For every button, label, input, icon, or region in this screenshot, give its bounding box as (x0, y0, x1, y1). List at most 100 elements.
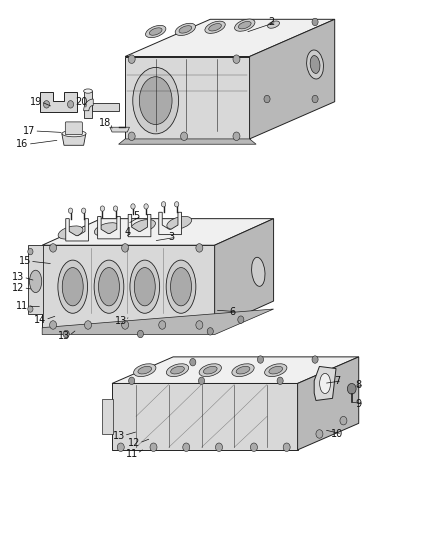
Text: 7: 7 (334, 376, 340, 386)
Polygon shape (128, 214, 151, 237)
Polygon shape (92, 103, 119, 111)
Text: 11: 11 (126, 449, 138, 458)
Polygon shape (119, 139, 256, 144)
Circle shape (138, 330, 144, 338)
Text: 13: 13 (58, 330, 70, 341)
Ellipse shape (209, 23, 222, 31)
Circle shape (283, 443, 290, 451)
Polygon shape (84, 91, 92, 118)
Ellipse shape (149, 28, 162, 35)
Circle shape (190, 359, 196, 366)
Circle shape (347, 383, 356, 394)
Text: 9: 9 (356, 399, 362, 409)
Circle shape (180, 132, 187, 141)
Text: 14: 14 (34, 314, 46, 325)
Text: 15: 15 (18, 256, 31, 266)
Text: 20: 20 (75, 96, 88, 107)
Polygon shape (112, 383, 297, 450)
Ellipse shape (236, 366, 250, 374)
Ellipse shape (58, 260, 88, 313)
Circle shape (68, 208, 73, 213)
Text: 16: 16 (16, 139, 28, 149)
Circle shape (316, 430, 323, 438)
Ellipse shape (94, 223, 119, 236)
Polygon shape (42, 219, 274, 245)
Ellipse shape (62, 131, 86, 137)
Circle shape (238, 316, 244, 324)
Ellipse shape (203, 366, 217, 374)
Ellipse shape (320, 373, 331, 393)
Circle shape (215, 443, 223, 451)
Polygon shape (250, 19, 335, 139)
Polygon shape (98, 216, 120, 239)
Ellipse shape (268, 21, 279, 28)
Ellipse shape (58, 226, 83, 239)
Polygon shape (125, 56, 250, 139)
Circle shape (159, 321, 166, 329)
Text: 5: 5 (133, 211, 139, 221)
Polygon shape (28, 245, 43, 314)
Polygon shape (62, 134, 86, 146)
Ellipse shape (170, 268, 191, 306)
Circle shape (196, 321, 203, 329)
Circle shape (113, 206, 118, 211)
Ellipse shape (145, 26, 166, 38)
Circle shape (198, 377, 205, 384)
Ellipse shape (307, 50, 324, 79)
Ellipse shape (130, 260, 159, 313)
Polygon shape (42, 245, 215, 328)
Circle shape (63, 330, 69, 338)
Circle shape (312, 18, 318, 26)
Ellipse shape (166, 260, 196, 313)
Circle shape (183, 443, 190, 451)
Circle shape (129, 377, 135, 384)
Ellipse shape (166, 364, 189, 377)
Text: 13: 13 (12, 272, 24, 282)
Text: 18: 18 (99, 118, 112, 128)
Ellipse shape (171, 366, 184, 374)
Ellipse shape (133, 67, 179, 134)
Ellipse shape (179, 26, 192, 33)
Text: 11: 11 (16, 301, 28, 311)
Text: 10: 10 (331, 429, 343, 439)
Circle shape (207, 328, 213, 335)
Polygon shape (215, 219, 274, 328)
Ellipse shape (99, 268, 120, 306)
Circle shape (196, 244, 203, 252)
Ellipse shape (175, 23, 195, 36)
Ellipse shape (131, 220, 155, 232)
Polygon shape (314, 367, 336, 400)
Text: 13: 13 (113, 431, 125, 441)
Ellipse shape (139, 77, 172, 125)
Ellipse shape (62, 268, 83, 306)
Ellipse shape (134, 268, 155, 306)
Circle shape (117, 443, 124, 451)
Text: 2: 2 (268, 17, 275, 27)
Polygon shape (297, 357, 359, 450)
Circle shape (277, 377, 283, 384)
Ellipse shape (138, 366, 152, 374)
Polygon shape (102, 399, 113, 434)
Ellipse shape (29, 270, 42, 293)
Text: 4: 4 (124, 227, 131, 237)
Polygon shape (84, 99, 93, 111)
Circle shape (312, 356, 318, 364)
Ellipse shape (251, 257, 265, 286)
Ellipse shape (205, 21, 225, 34)
Polygon shape (42, 309, 274, 335)
Polygon shape (159, 212, 181, 235)
Circle shape (264, 95, 270, 103)
Polygon shape (66, 219, 88, 241)
Circle shape (122, 321, 129, 329)
Text: 13: 13 (115, 316, 127, 326)
Circle shape (67, 101, 74, 108)
Ellipse shape (310, 55, 320, 74)
Circle shape (233, 132, 240, 141)
Circle shape (122, 244, 129, 252)
Text: 12: 12 (127, 438, 140, 448)
Circle shape (233, 55, 240, 63)
Text: 17: 17 (23, 126, 35, 136)
FancyBboxPatch shape (65, 122, 82, 135)
Ellipse shape (265, 364, 287, 377)
Text: 3: 3 (168, 232, 174, 243)
